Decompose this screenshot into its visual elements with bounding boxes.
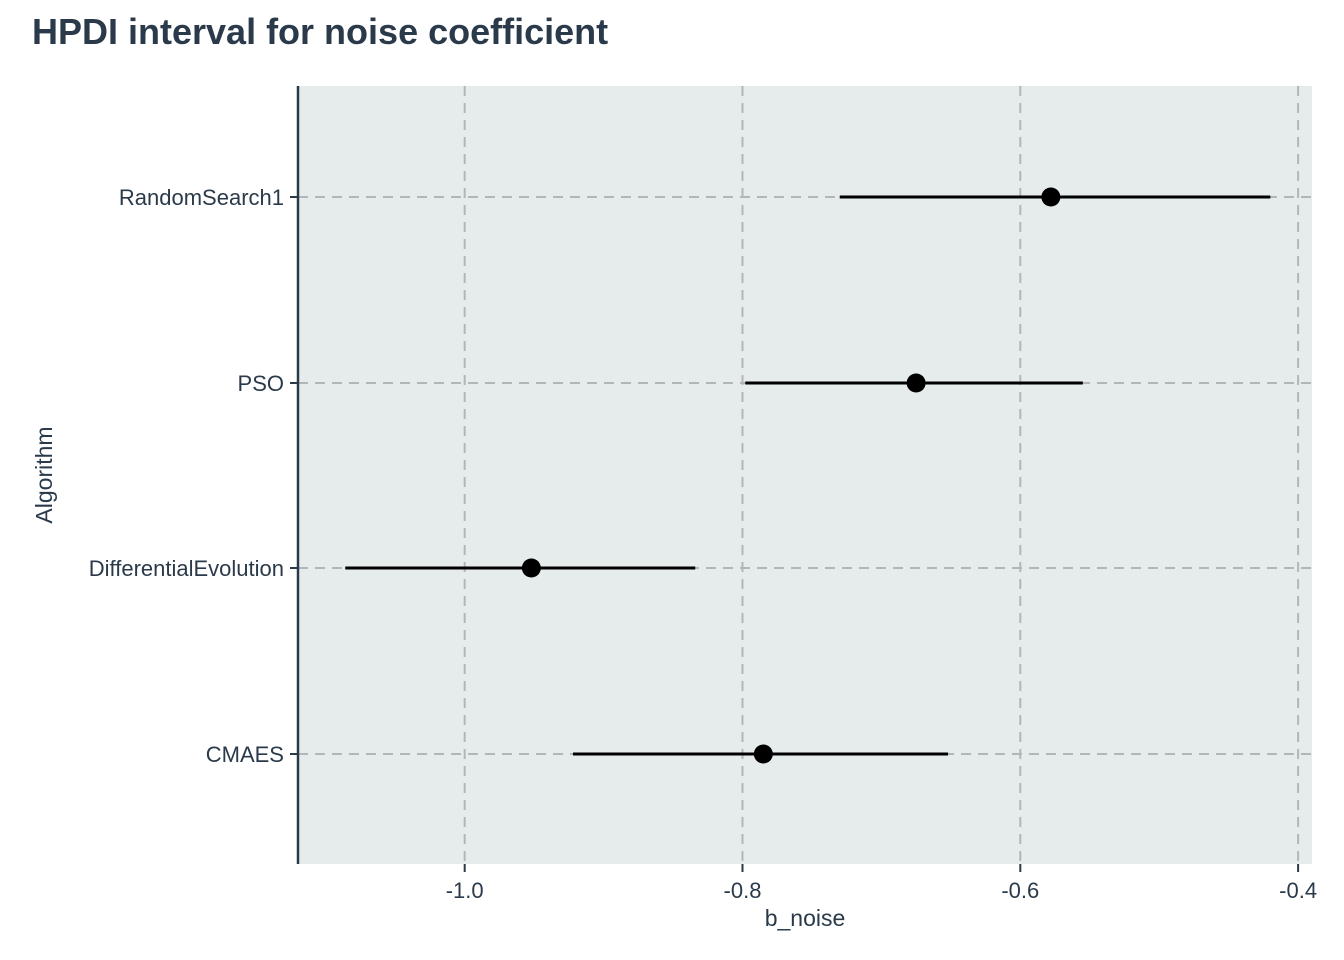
y-axis: RandomSearch1 PSO DifferentialEvolution CMA… [89,185,298,767]
y-tick-label: PSO [238,371,284,396]
x-axis-title: b_noise [765,905,846,931]
y-axis-title: Algorithm [31,426,57,523]
mean-point [521,558,541,578]
data-marks [345,187,1271,764]
x-tick-label: -0.6 [1001,878,1039,903]
y-tick-label: CMAES [206,742,284,767]
chart-title: HPDI interval for noise coefficient [32,11,608,52]
plot-panel [298,86,1312,864]
mean-point [1041,187,1061,207]
x-tick-label: -0.8 [724,878,762,903]
mean-point [753,744,773,764]
x-axis: -1.0 -0.8 -0.6 -0.4 [446,864,1317,903]
y-tick-label: DifferentialEvolution [89,556,284,581]
x-tick-label: -1.0 [446,878,484,903]
mean-point [906,373,926,393]
y-tick-label: RandomSearch1 [119,185,284,210]
gridlines [298,86,1312,864]
x-tick-label: -0.4 [1279,878,1317,903]
